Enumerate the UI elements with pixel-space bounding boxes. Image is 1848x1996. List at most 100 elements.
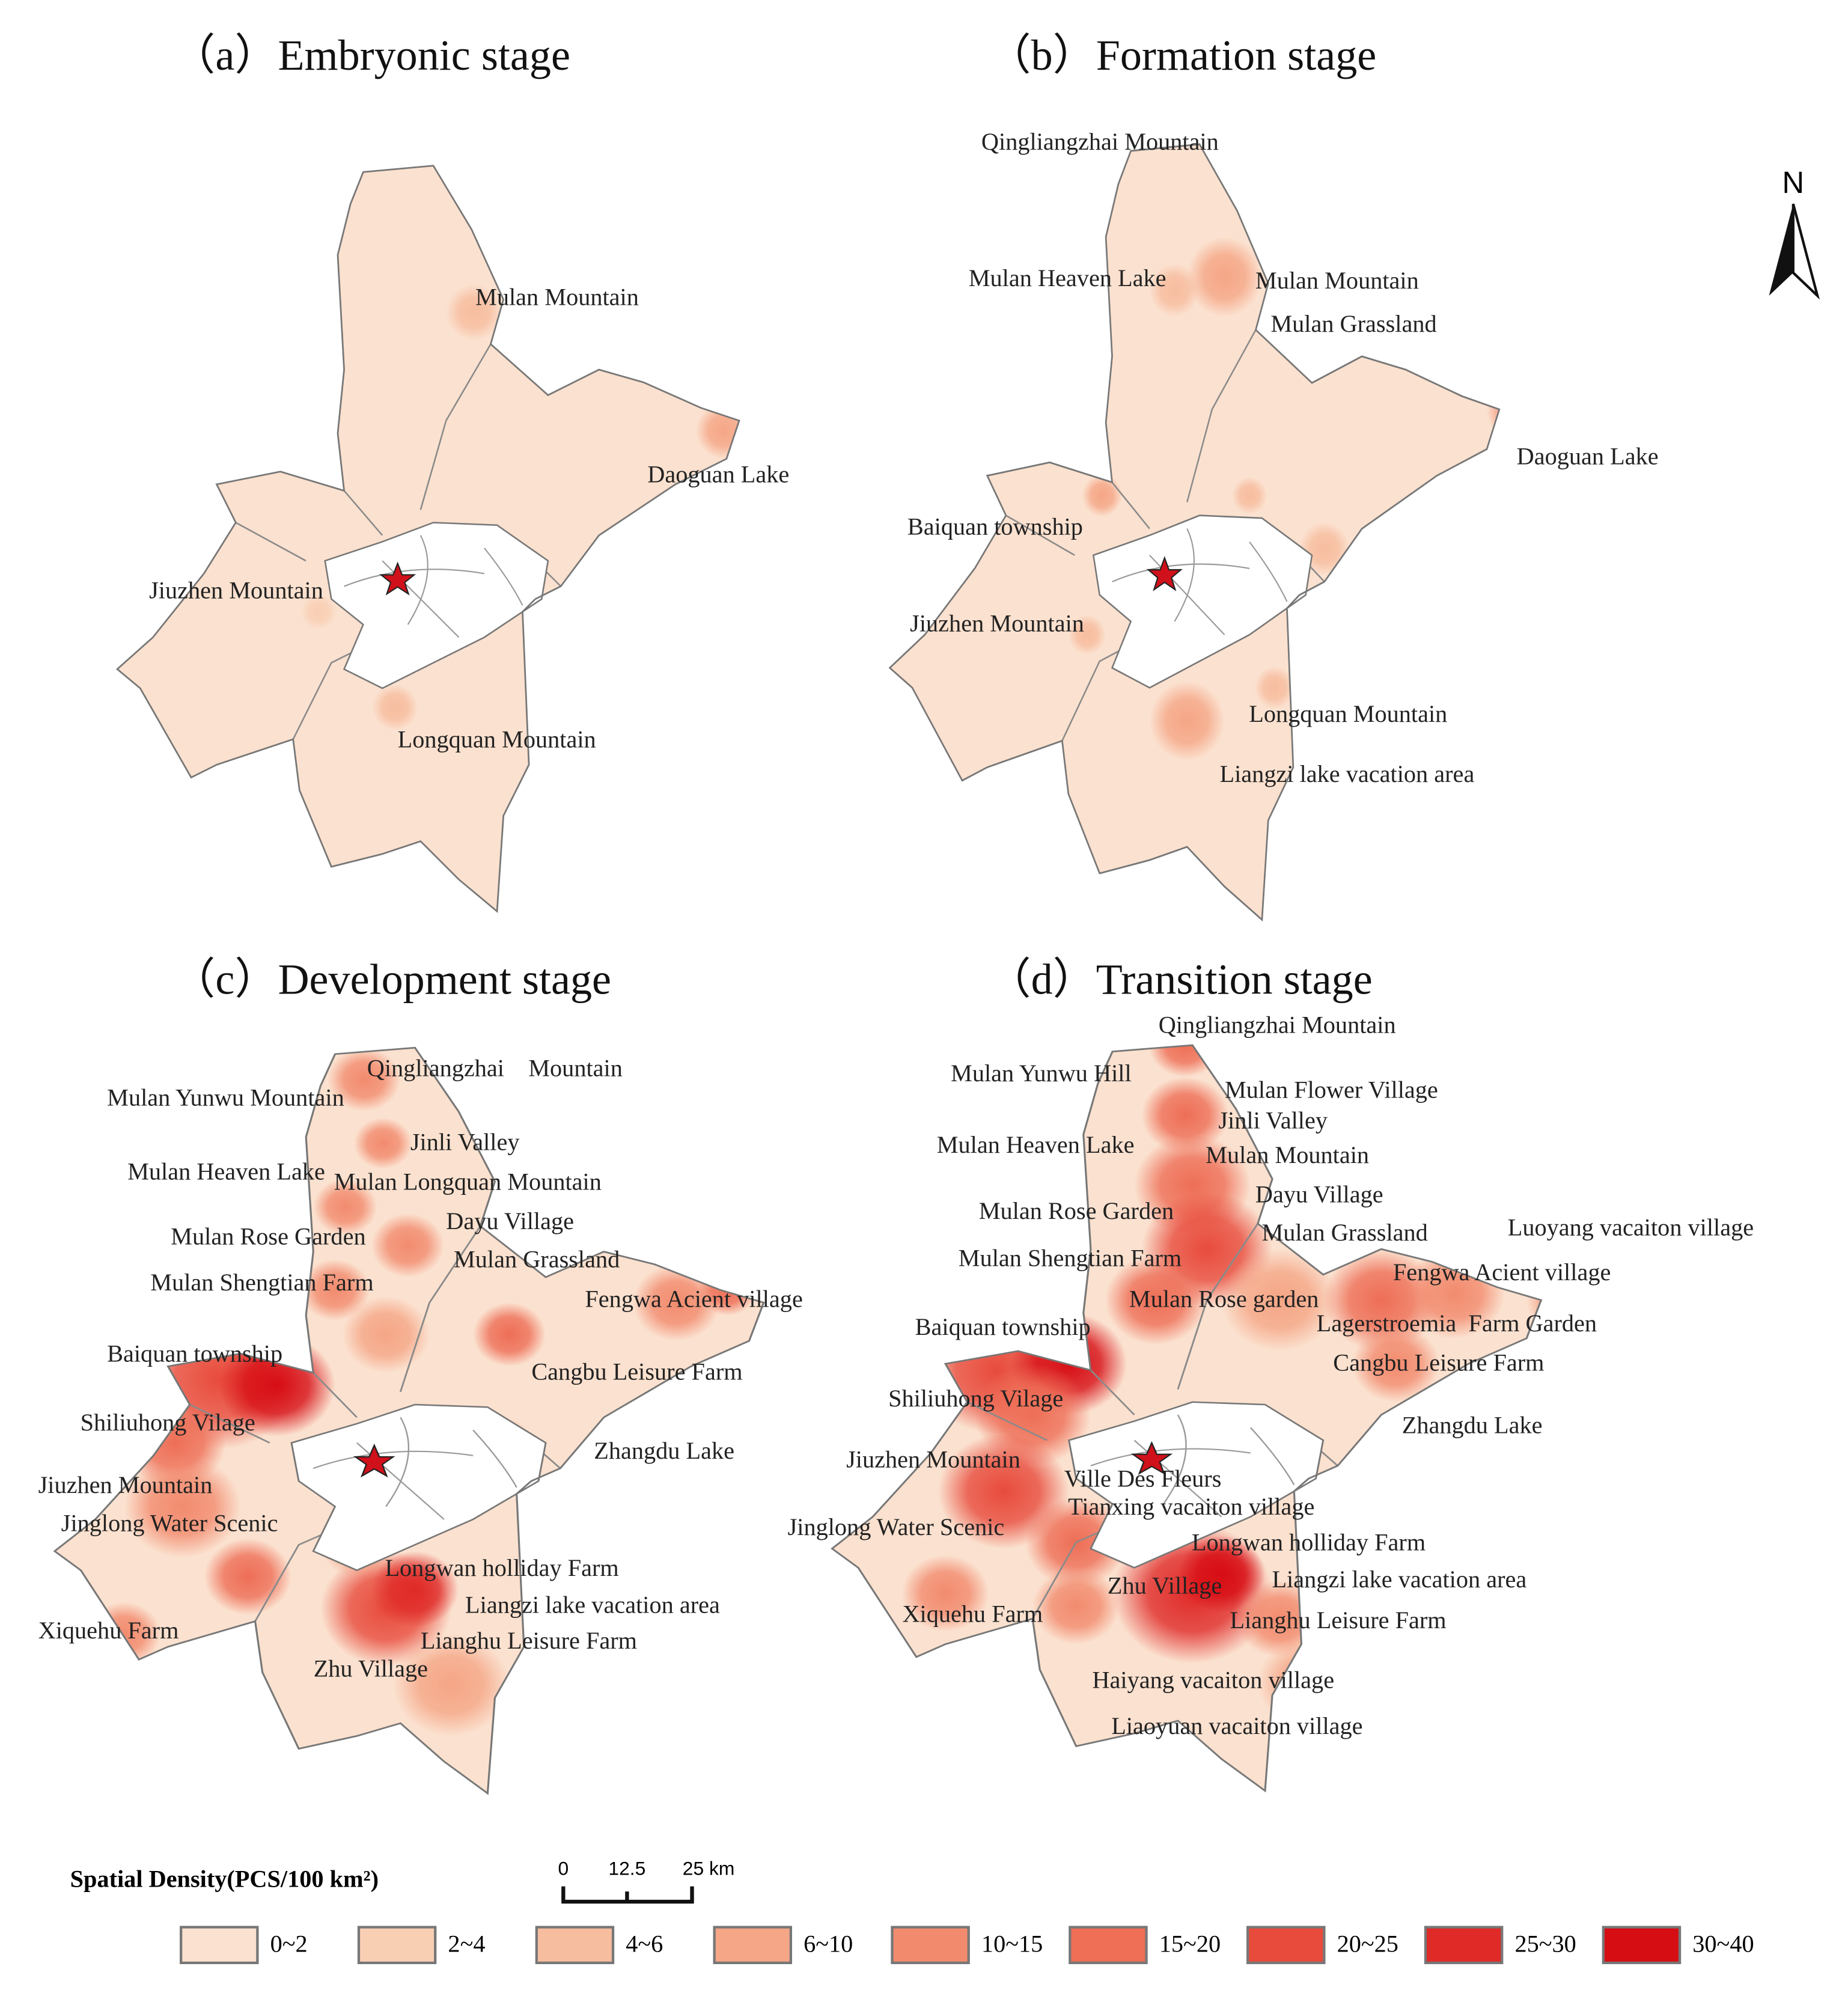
scale-label: 12.5 xyxy=(608,1857,645,1879)
place-label: Qingliangzhai Mountain xyxy=(367,1055,623,1082)
legend-label: 6~10 xyxy=(804,1930,853,1958)
capital-star xyxy=(379,561,416,596)
place-label: Jinli Valley xyxy=(410,1129,520,1156)
place-label: Cangbu Leisure Farm xyxy=(531,1358,742,1385)
place-label: Mulan Mountain xyxy=(1255,267,1419,294)
place-label: Fengwa Acient village xyxy=(585,1285,802,1312)
panel-title: （d）Transition stage xyxy=(988,956,1373,1004)
place-label: Xiquehu Farm xyxy=(902,1600,1043,1627)
legend-swatch xyxy=(1602,1926,1682,1964)
place-label: Tianxing vacaiton village xyxy=(1068,1493,1314,1520)
district-boundaries xyxy=(1005,329,1325,742)
place-label: Zhu Village xyxy=(314,1655,428,1682)
place-label: Jiuzhen Mountain xyxy=(149,576,323,603)
legend-swatch xyxy=(535,1926,615,1964)
legend-label: 2~4 xyxy=(448,1930,485,1958)
place-label: Jinli Valley xyxy=(1218,1107,1328,1134)
scale-label: 25 km xyxy=(683,1857,735,1879)
hotspot xyxy=(371,1551,459,1628)
urban-streets xyxy=(313,1417,517,1520)
scale-bar-line xyxy=(561,1886,694,1904)
north-arrow: N xyxy=(1769,165,1820,300)
legend-swatch xyxy=(1246,1926,1326,1964)
place-label: Baiquan township xyxy=(907,513,1083,540)
capital-star xyxy=(1146,556,1183,591)
place-label: Mulan Shengtian Farm xyxy=(959,1245,1182,1272)
place-label: Lianghu Leisure Farm xyxy=(421,1627,637,1654)
place-label: Luoyang vacaiton village xyxy=(1508,1214,1754,1241)
hotspot xyxy=(371,1213,444,1277)
place-label: Longwan holliday Farm xyxy=(1192,1529,1426,1556)
north-arrow-left xyxy=(1769,204,1793,296)
place-label: Fengwa Acient village xyxy=(1393,1259,1611,1286)
place-label: Shiliuhong Vilage xyxy=(81,1409,255,1436)
place-label: Mulan Rose Garden xyxy=(979,1197,1174,1224)
hotspot xyxy=(1254,667,1295,709)
hotspot xyxy=(1177,1536,1265,1613)
place-label: Liangzi lake vacation area xyxy=(1220,760,1475,787)
place-label: Mulan Mountain xyxy=(475,284,639,311)
hotspot xyxy=(1032,1567,1120,1644)
legend-label: 10~15 xyxy=(981,1930,1043,1958)
hotspot xyxy=(353,1117,412,1169)
place-label: Mulan Grassland xyxy=(454,1246,620,1273)
place-label: Xiquehu Farm xyxy=(38,1617,179,1644)
place-label: Ville Des Fleurs xyxy=(1064,1465,1222,1492)
place-label: Baiquan township xyxy=(915,1313,1091,1340)
map-panel xyxy=(116,165,740,912)
map-panel xyxy=(889,143,1501,921)
place-label: Baiquan township xyxy=(107,1340,282,1367)
place-label: Mulan Flower Village xyxy=(1225,1076,1438,1103)
district-boundaries xyxy=(235,343,562,740)
place-label: Zhangdu Lake xyxy=(1402,1411,1543,1438)
place-label: Haiyang vacaiton village xyxy=(1092,1667,1334,1694)
place-label: Liangzi lake vacation area xyxy=(465,1591,720,1618)
place-label: Mulan Rose Garden xyxy=(171,1223,365,1250)
labels: （a）Embryonic stage Mulan Mountain Daoguan … xyxy=(38,31,1754,1739)
capital-star xyxy=(353,1443,395,1478)
place-label: Daoguan Lake xyxy=(647,460,789,487)
north-arrow-right xyxy=(1792,203,1820,300)
place-label: Jinglong Water Scenic xyxy=(61,1510,278,1537)
hotspot xyxy=(1352,1325,1440,1402)
scale-label: 0 xyxy=(558,1857,569,1879)
urban-core xyxy=(1067,1401,1325,1569)
place-label: Mulan Heaven Lake xyxy=(127,1158,325,1185)
panel-title: （a）Embryonic stage xyxy=(172,31,570,79)
legend-swatch xyxy=(180,1926,259,1964)
hotspot xyxy=(300,594,337,630)
legend-swatch xyxy=(357,1926,437,1964)
scale-bar xyxy=(561,1886,694,1904)
place-label: Zhu Village xyxy=(1108,1572,1222,1599)
hotspot xyxy=(901,1555,989,1632)
hotspot xyxy=(1486,376,1499,443)
hotspot xyxy=(1149,681,1225,761)
place-label: Mulan Mountain xyxy=(1206,1141,1369,1168)
hotspot xyxy=(313,1179,377,1235)
legend-title: Spatial Density(PCS/100 km²) xyxy=(70,1865,379,1892)
place-label: Mulan Yunwu Mountain xyxy=(107,1084,344,1111)
place-label: Longquan Mountain xyxy=(398,725,596,752)
panel-title: （c）Development stage xyxy=(172,956,611,1004)
place-label: Mulan Heaven Lake xyxy=(969,264,1166,291)
place-label: Qingliangzhai Mountain xyxy=(1159,1012,1396,1039)
place-label: Shiliuhong Vilage xyxy=(888,1385,1063,1412)
place-label: Mulan Longquan Mountain xyxy=(334,1168,602,1195)
hotspot xyxy=(695,403,739,459)
legend-label: 20~25 xyxy=(1337,1930,1398,1958)
place-label: Jiuzhen Mountain xyxy=(910,610,1084,637)
legend-label: 0~2 xyxy=(270,1930,308,1958)
urban-core xyxy=(290,1403,547,1572)
place-label: Longwan holliday Farm xyxy=(385,1554,618,1581)
urban-core xyxy=(324,522,549,689)
place-label: Dayu Village xyxy=(1255,1181,1383,1208)
urban-core xyxy=(1092,514,1313,689)
hotspot xyxy=(633,1264,721,1341)
hotspot xyxy=(1105,1255,1207,1345)
district-boundaries xyxy=(966,1223,1338,1619)
hotspot xyxy=(1082,474,1123,517)
capital-star xyxy=(1130,1441,1173,1476)
place-label: Jiuzhen Mountain xyxy=(38,1471,213,1498)
panel-title: （b）Formation stage xyxy=(988,31,1377,79)
legend-label: 15~20 xyxy=(1159,1930,1221,1958)
